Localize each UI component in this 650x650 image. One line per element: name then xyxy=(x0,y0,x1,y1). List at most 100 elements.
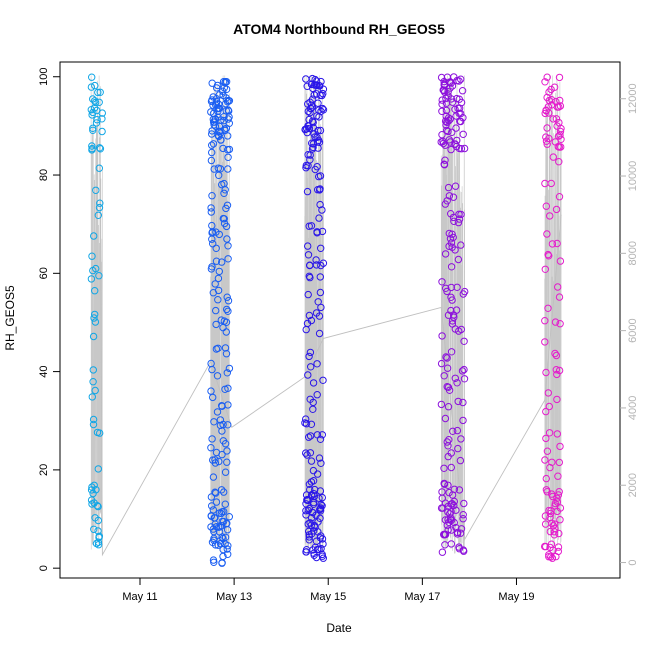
data-point xyxy=(447,293,455,301)
y-tick-label: 0 xyxy=(38,565,50,571)
data-point xyxy=(451,325,459,333)
data-point xyxy=(310,81,319,89)
data-point xyxy=(224,132,232,140)
data-point xyxy=(94,211,103,220)
data-point xyxy=(552,205,561,214)
data-point xyxy=(225,513,234,521)
data-point xyxy=(222,328,231,336)
data-point xyxy=(549,522,558,530)
data-point xyxy=(444,481,452,489)
data-point xyxy=(447,463,455,472)
data-point xyxy=(89,420,98,429)
data-point xyxy=(309,143,317,152)
altitude-trace-flight xyxy=(90,75,103,550)
data-point xyxy=(555,158,563,166)
data-point xyxy=(315,494,323,502)
x-tick-label: May 15 xyxy=(310,591,346,603)
data-point xyxy=(307,457,316,465)
data-point xyxy=(437,73,446,82)
data-point xyxy=(302,449,310,457)
altitude-trace-connector xyxy=(99,137,562,557)
data-point xyxy=(541,338,549,346)
data-point xyxy=(544,250,552,259)
data-point xyxy=(95,203,104,212)
altitude-trace-flight xyxy=(210,75,230,553)
data-point xyxy=(457,75,465,83)
data-point xyxy=(314,99,322,107)
data-point xyxy=(208,263,216,271)
data-point xyxy=(303,82,311,91)
data-point xyxy=(307,80,316,89)
data-point xyxy=(460,375,469,383)
data-point xyxy=(447,95,455,103)
data-point xyxy=(208,79,216,87)
data-point xyxy=(306,519,314,527)
data-point xyxy=(305,311,314,320)
data-point xyxy=(313,138,322,146)
data-point xyxy=(438,494,446,502)
data-point xyxy=(316,505,324,514)
data-point xyxy=(214,107,222,116)
data-point xyxy=(208,221,216,230)
data-point xyxy=(313,228,321,236)
data-point xyxy=(223,235,231,243)
data-point xyxy=(306,432,315,440)
data-point xyxy=(546,527,554,536)
data-point xyxy=(208,538,217,546)
data-point xyxy=(542,434,550,443)
data-point xyxy=(212,448,221,457)
data-point xyxy=(220,488,228,496)
data-point xyxy=(94,538,103,546)
data-point xyxy=(556,257,565,265)
data-point xyxy=(451,246,459,254)
data-point xyxy=(224,153,232,162)
data-point xyxy=(449,427,457,435)
data-point xyxy=(219,437,228,445)
data-point xyxy=(303,187,312,196)
data-point xyxy=(308,117,317,125)
y-tick-label: 20 xyxy=(38,464,50,476)
data-point xyxy=(456,529,465,537)
data-point xyxy=(555,143,563,151)
data-point xyxy=(547,96,556,104)
data-point xyxy=(90,314,98,322)
data-point xyxy=(92,186,100,195)
data-point xyxy=(453,528,462,537)
data-point xyxy=(438,278,446,286)
data-point xyxy=(211,280,219,288)
x-axis-label: Date xyxy=(326,621,352,635)
data-point xyxy=(91,386,99,395)
data-point xyxy=(541,317,549,325)
data-point xyxy=(551,499,559,508)
data-point xyxy=(220,116,228,125)
data-point xyxy=(318,227,327,236)
data-point xyxy=(448,128,456,137)
data-point xyxy=(551,520,559,528)
data-point xyxy=(452,112,460,120)
data-point xyxy=(437,359,446,368)
data-point xyxy=(457,210,465,219)
data-point xyxy=(314,298,322,306)
data-point xyxy=(211,456,219,464)
data-point xyxy=(541,456,549,464)
data-point xyxy=(224,550,232,558)
data-point xyxy=(443,521,451,529)
data-point xyxy=(209,140,218,148)
data-point xyxy=(89,124,97,133)
data-point xyxy=(87,83,96,91)
data-point xyxy=(313,391,321,399)
data-point xyxy=(455,543,463,551)
data-point xyxy=(450,501,458,510)
data-point xyxy=(551,318,560,326)
data-point xyxy=(446,138,454,146)
data-point xyxy=(549,115,557,123)
data-point xyxy=(315,312,324,320)
data-point xyxy=(207,523,215,531)
data-point xyxy=(318,550,326,559)
data-point xyxy=(212,257,221,265)
data-point xyxy=(556,127,565,136)
data-point xyxy=(309,140,317,148)
x-tick-label: May 17 xyxy=(404,591,440,603)
data-point xyxy=(220,179,228,188)
